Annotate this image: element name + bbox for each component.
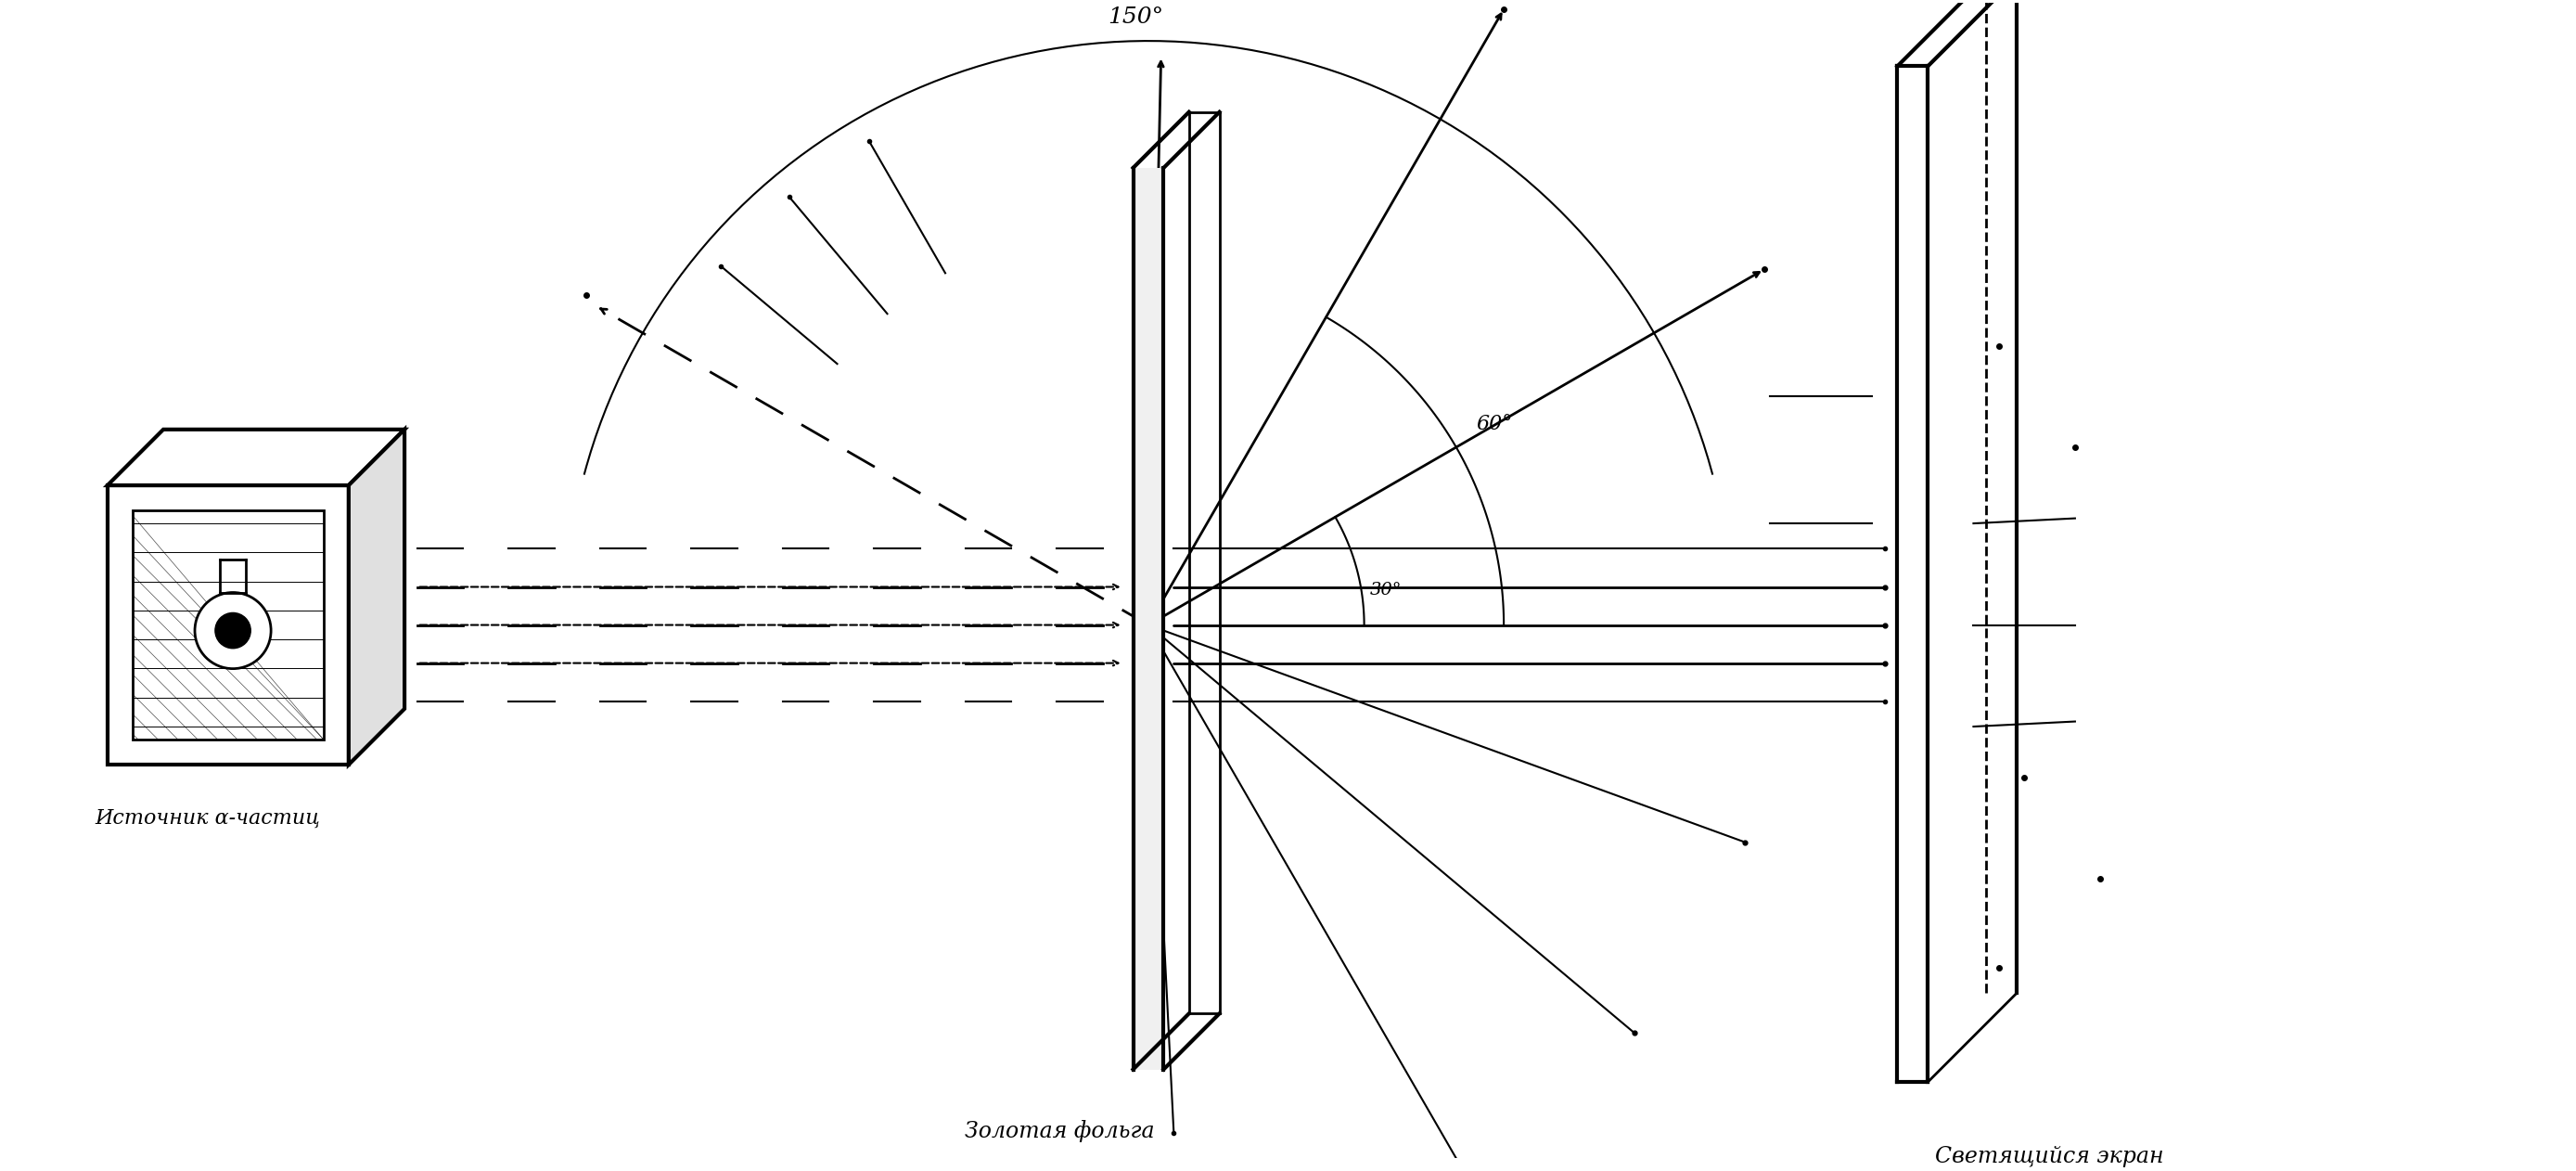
Polygon shape	[108, 430, 404, 485]
Polygon shape	[134, 511, 322, 739]
Text: 60°: 60°	[1476, 415, 1512, 434]
Polygon shape	[1133, 167, 1164, 1069]
Text: 30°: 30°	[1370, 582, 1401, 598]
Circle shape	[216, 612, 250, 649]
Text: Золотая фольга: Золотая фольга	[963, 1121, 1154, 1143]
Text: Источник α-частиц: Источник α-частиц	[95, 808, 319, 828]
Polygon shape	[348, 430, 404, 765]
Circle shape	[196, 593, 270, 669]
Text: Светящийся экран: Светящийся экран	[1935, 1145, 2164, 1167]
Text: 150°: 150°	[1108, 7, 1164, 28]
